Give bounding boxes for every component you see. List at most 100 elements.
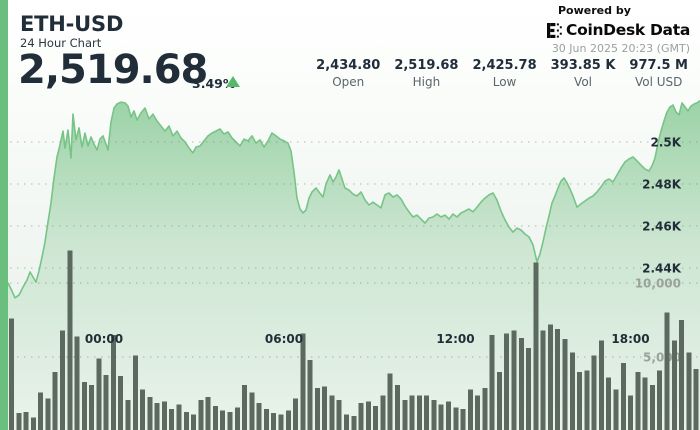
accent-strip	[0, 0, 8, 430]
volume-bar	[9, 318, 14, 430]
volume-bar	[547, 324, 553, 430]
stat-label: High	[412, 75, 441, 89]
volume-bar	[314, 388, 320, 430]
volume-bar	[67, 250, 73, 430]
price-axis-label: 2.48K	[642, 178, 682, 192]
time-axis-labels: 00:00 06:00 12:00 18:00	[85, 332, 650, 346]
volume-bar	[446, 401, 451, 430]
volume-bar	[591, 355, 597, 430]
volume-bar	[438, 404, 444, 430]
time-axis-label: 00:00	[85, 332, 123, 346]
volume-bar	[220, 410, 226, 430]
volume-bar	[511, 330, 517, 430]
volume-bar	[271, 413, 277, 430]
volume-bar	[380, 395, 386, 430]
stat-value: 2,519.68	[394, 58, 459, 73]
volume-bar	[96, 358, 102, 430]
powered-by-label: Powered by	[558, 4, 631, 17]
stat-value: 2,434.80	[316, 58, 381, 73]
stat-volume: 393.85 K Vol	[551, 58, 616, 89]
volume-bar	[409, 395, 415, 430]
price-line	[7, 99, 700, 299]
volume-bar	[533, 262, 539, 430]
volume-bar	[118, 376, 124, 430]
volume-bar	[103, 374, 109, 430]
volume-bar	[16, 413, 22, 430]
volume-bar	[52, 371, 58, 430]
stat-low: 2,425.78 Low	[472, 58, 536, 89]
volume-bar	[475, 395, 481, 430]
volume-bar	[365, 401, 371, 430]
volume-bar	[212, 405, 218, 430]
time-axis-label: 12:00	[436, 332, 474, 346]
volume-bar	[329, 395, 335, 430]
volume-bar	[336, 399, 342, 430]
volume-bar	[504, 333, 510, 430]
volume-bar	[649, 385, 655, 430]
volume-bar	[45, 398, 51, 430]
volume-bar	[300, 333, 306, 430]
price-axis-label: 2.44K	[642, 262, 682, 276]
stat-label: Vol USD	[634, 75, 683, 89]
volume-bar	[679, 320, 684, 430]
volume-bar	[584, 370, 590, 430]
volume-bar	[402, 399, 408, 430]
volume-bar	[227, 411, 233, 430]
change-percent: 3.49%	[192, 76, 236, 91]
volume-bar	[154, 402, 160, 430]
volume-bar	[344, 414, 349, 430]
price-axis-label: 2.46K	[642, 220, 682, 234]
volume-bar	[256, 402, 262, 430]
volume-bar	[111, 334, 116, 430]
chart-subtitle: 24 Hour Chart	[20, 36, 102, 50]
volume-bar	[482, 388, 488, 430]
volume-bar	[613, 389, 619, 430]
volume-bar	[242, 385, 248, 430]
volume-bar	[431, 399, 437, 430]
volume-bar	[205, 397, 211, 430]
volume-bar	[620, 362, 626, 430]
volume-bar	[74, 336, 80, 430]
volume-bar	[358, 402, 364, 430]
volume-bar	[387, 373, 393, 430]
stat-value: 2,425.78	[472, 58, 537, 73]
symbol-title: ETH-USD	[20, 12, 124, 36]
volume-bar	[693, 368, 699, 430]
volume-bar	[60, 330, 65, 430]
volume-bar	[198, 399, 204, 430]
coindesk-logo-icon	[547, 22, 562, 38]
stat-label: Open	[332, 75, 365, 89]
coindesk-brand-link[interactable]: CoinDesk Data	[547, 21, 690, 39]
volume-bar	[169, 408, 175, 430]
price-area	[8, 100, 700, 430]
volume-bar	[140, 389, 146, 430]
volume-bar	[249, 392, 255, 430]
volume-bar	[351, 416, 357, 430]
volume-bar	[23, 411, 29, 430]
volume-bar	[657, 370, 663, 430]
up-arrow-icon	[226, 76, 240, 87]
timestamp: 30 Jun 2025 20:23 (GMT)	[551, 42, 690, 55]
volume-bar	[132, 355, 138, 430]
volume-bar	[395, 385, 400, 430]
volume-bar	[81, 382, 87, 430]
last-price: 2,519.68	[18, 47, 208, 93]
stat-value: 977.5 M	[629, 58, 688, 73]
stat-open: 2,434.80 Open	[316, 58, 380, 89]
volume-bar	[686, 352, 692, 430]
stat-label: Low	[492, 75, 517, 89]
volume-bar	[176, 404, 182, 430]
price-line-group	[7, 99, 700, 299]
volume-bar	[416, 395, 422, 430]
stat-label: Vol	[574, 75, 592, 89]
stat-high: 2,519.68 High	[394, 58, 458, 89]
volume-axis-label: 5,000	[643, 351, 681, 365]
volume-axis-labels: 10,000 5,000	[635, 277, 681, 365]
volume-bar	[263, 408, 269, 430]
gridlines-group	[10, 141, 698, 358]
volume-bar	[30, 417, 36, 430]
volume-axis-label: 10,000	[635, 277, 681, 291]
volume-bar	[642, 377, 648, 430]
